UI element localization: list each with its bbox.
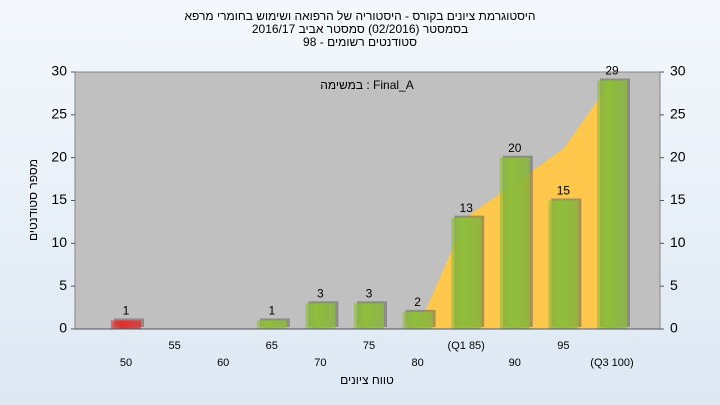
bar: [256, 320, 287, 329]
chart-title: היסטוגרמת ציונים בקורס - היסטוריה של הרפ…: [184, 9, 535, 23]
y2-tick-label: 0: [670, 320, 678, 336]
y-axis-label: מספר סטודנטים: [26, 159, 40, 241]
x-axis-label: טווח ציונים: [340, 373, 394, 387]
data-label: 29: [605, 64, 619, 78]
y2-tick-label: 15: [670, 191, 686, 207]
bar: [111, 320, 141, 329]
x-tick-label: (Q3 100): [590, 357, 633, 369]
y-tick-label: 25: [51, 106, 67, 122]
x-tick-label: 50: [120, 357, 132, 369]
bar: [548, 200, 579, 329]
data-label: 20: [508, 141, 522, 155]
chart-subtitle: סטודנטים רשומים - 98: [303, 35, 417, 49]
x-tick-label: 55: [168, 340, 180, 352]
data-label: 1: [268, 304, 275, 318]
bar: [354, 303, 384, 329]
bar: [402, 311, 433, 329]
chart-subtitle: בסמסטר (02/2016) סמסטר אביב 2016/17: [252, 22, 468, 36]
y-tick-label: 20: [51, 148, 67, 164]
bar: [499, 157, 530, 329]
x-tick-label: 80: [411, 357, 423, 369]
y-tick-label: 5: [59, 277, 67, 293]
y2-tick-label: 5: [670, 277, 678, 293]
annotation: במשימה : Final_A: [320, 78, 414, 92]
data-label: 2: [414, 295, 421, 309]
x-tick-label: 65: [266, 340, 278, 352]
x-tick-label: 75: [363, 340, 375, 352]
y-tick-label: 15: [51, 191, 67, 207]
y2-tick-label: 25: [670, 106, 686, 122]
x-tick-label: (Q1 85): [448, 340, 485, 352]
bar: [305, 303, 336, 329]
x-tick-label: 95: [557, 340, 569, 352]
y2-tick-label: 20: [670, 148, 686, 164]
x-tick-label: 60: [217, 357, 229, 369]
bar: [451, 217, 482, 329]
bar: [597, 80, 627, 329]
data-label: 13: [460, 201, 474, 215]
y2-tick-label: 30: [670, 63, 686, 79]
data-label: 3: [366, 286, 373, 300]
x-tick-label: 70: [314, 357, 326, 369]
y-tick-label: 10: [51, 234, 67, 250]
y-tick-label: 0: [59, 320, 67, 336]
data-label: 1: [123, 304, 130, 318]
x-tick-label: 90: [509, 357, 521, 369]
data-label: 3: [317, 286, 324, 300]
y-tick-label: 30: [51, 63, 67, 79]
y2-tick-label: 10: [670, 234, 686, 250]
data-label: 15: [557, 184, 571, 198]
